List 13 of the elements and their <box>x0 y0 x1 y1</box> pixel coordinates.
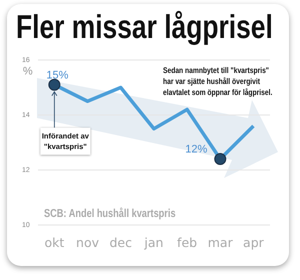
chart-title: Fler missar lågprisel <box>16 8 273 46</box>
x-tick-label: feb <box>177 234 198 250</box>
x-tick-label: apr <box>243 234 265 250</box>
data-label: 12% <box>185 144 208 156</box>
annotation: SCB: Andel hushåll kvartspris <box>44 208 176 220</box>
x-tick-label: dec <box>109 234 132 250</box>
x-tick-label: nov <box>76 234 100 250</box>
x-tick-label: okt <box>44 234 64 250</box>
annotation: Sedan namnbytet till "kvartspris" har var sjätte hushåll övergivit elavtalet som öppnar för lågprisel. <box>163 65 274 98</box>
x-tick-label: jan <box>143 234 164 250</box>
x-tick-label: mar <box>208 234 234 250</box>
y-axis-title: % <box>22 66 33 78</box>
data-label: 15% <box>46 69 69 82</box>
